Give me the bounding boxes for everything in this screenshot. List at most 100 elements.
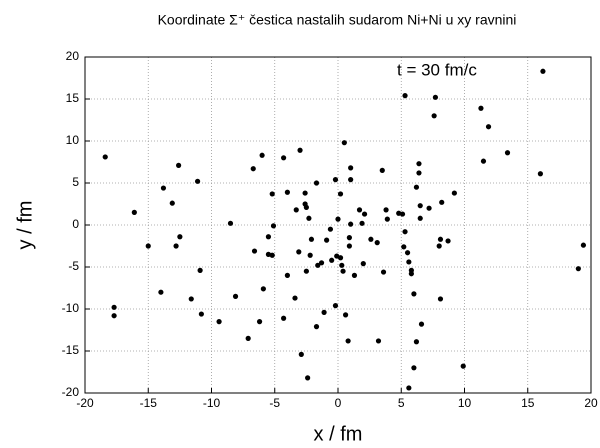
point bbox=[131, 209, 137, 215]
point bbox=[251, 248, 258, 254]
point bbox=[111, 304, 117, 310]
point bbox=[321, 309, 327, 315]
point bbox=[575, 266, 581, 272]
x-tick-label: 15 bbox=[521, 396, 535, 410]
point bbox=[305, 375, 311, 381]
point bbox=[485, 124, 492, 130]
point bbox=[339, 262, 345, 268]
point bbox=[348, 165, 354, 171]
point bbox=[111, 313, 117, 319]
point bbox=[460, 363, 466, 369]
point bbox=[188, 296, 194, 302]
point bbox=[411, 291, 417, 297]
point bbox=[284, 189, 290, 195]
point bbox=[269, 191, 275, 197]
point bbox=[332, 177, 339, 183]
y-tick-label: -5 bbox=[68, 259, 79, 273]
y-tick-label: 10 bbox=[66, 133, 80, 147]
annotation: t = 30 fm/c bbox=[397, 60, 477, 79]
point bbox=[302, 190, 308, 196]
point bbox=[348, 221, 354, 227]
point bbox=[537, 171, 544, 177]
point bbox=[445, 238, 451, 244]
y-tick-label: 20 bbox=[66, 49, 80, 63]
point bbox=[332, 303, 339, 309]
x-tick-label: -5 bbox=[269, 396, 280, 410]
point bbox=[259, 152, 265, 158]
point bbox=[296, 249, 302, 255]
point bbox=[368, 236, 374, 242]
point bbox=[375, 338, 382, 344]
point bbox=[303, 204, 309, 210]
point bbox=[402, 229, 408, 235]
point bbox=[298, 351, 304, 357]
point bbox=[342, 312, 349, 318]
point bbox=[351, 272, 358, 278]
point bbox=[216, 319, 222, 325]
point bbox=[426, 205, 432, 211]
point bbox=[250, 166, 256, 172]
point bbox=[417, 203, 423, 209]
point bbox=[227, 220, 234, 226]
point bbox=[346, 235, 352, 241]
point bbox=[413, 339, 420, 345]
point bbox=[315, 262, 321, 268]
point bbox=[256, 319, 263, 325]
point bbox=[102, 154, 108, 160]
point bbox=[335, 216, 341, 222]
point bbox=[265, 234, 272, 240]
point bbox=[313, 180, 320, 186]
point bbox=[401, 244, 407, 250]
point bbox=[340, 268, 346, 274]
point bbox=[281, 155, 287, 161]
point bbox=[359, 220, 365, 226]
point bbox=[245, 335, 251, 341]
y-tick-label: 0 bbox=[72, 217, 79, 231]
point bbox=[413, 184, 420, 190]
point bbox=[408, 271, 414, 277]
point bbox=[318, 260, 325, 266]
point bbox=[478, 105, 484, 111]
point bbox=[384, 216, 390, 222]
point bbox=[439, 199, 445, 205]
y-tick-label: -20 bbox=[62, 385, 80, 399]
point bbox=[480, 158, 487, 164]
point bbox=[416, 170, 422, 176]
point bbox=[293, 207, 299, 213]
point bbox=[416, 161, 422, 167]
y-tick-label: 5 bbox=[72, 175, 79, 189]
point bbox=[356, 207, 363, 213]
point bbox=[160, 185, 167, 191]
point bbox=[341, 140, 347, 146]
point bbox=[306, 215, 312, 221]
point bbox=[197, 267, 203, 273]
point bbox=[580, 242, 587, 248]
point bbox=[399, 211, 406, 217]
x-tick-label: 5 bbox=[398, 396, 405, 410]
point bbox=[177, 234, 183, 240]
point bbox=[158, 289, 164, 295]
point bbox=[173, 243, 179, 249]
point bbox=[327, 226, 334, 232]
point bbox=[313, 324, 320, 330]
chart-title: Koordinate Σ⁺ čestica nastalih sudarom N… bbox=[158, 12, 517, 28]
x-tick-label: 10 bbox=[458, 396, 472, 410]
point bbox=[232, 293, 239, 299]
point bbox=[307, 252, 313, 258]
point bbox=[297, 147, 303, 153]
point bbox=[379, 167, 385, 173]
y-axis-label: y / fm bbox=[14, 201, 36, 250]
point bbox=[431, 113, 437, 119]
point bbox=[303, 268, 309, 274]
x-axis-label: x / fm bbox=[314, 423, 363, 445]
y-tick-label: -10 bbox=[62, 301, 80, 315]
x-tick-label: -20 bbox=[76, 396, 94, 410]
point bbox=[348, 177, 354, 183]
x-tick-label: -10 bbox=[203, 396, 221, 410]
point bbox=[198, 311, 204, 317]
point bbox=[145, 243, 151, 249]
point bbox=[281, 315, 287, 321]
point bbox=[292, 295, 298, 301]
